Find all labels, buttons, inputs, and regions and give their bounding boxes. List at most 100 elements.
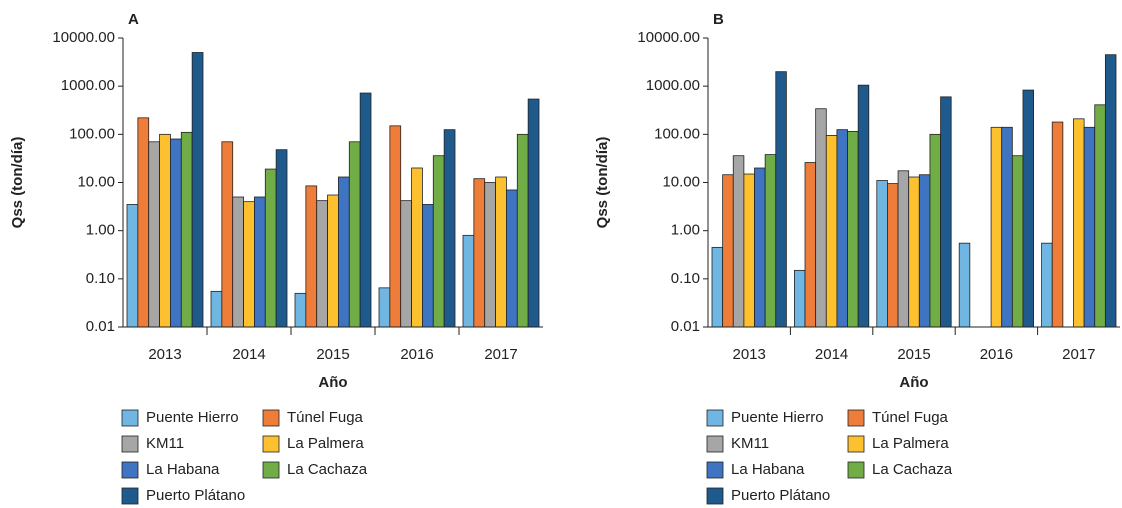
bar	[929, 133, 941, 328]
y-tick-label: 1.00	[86, 222, 115, 239]
bar	[305, 185, 318, 328]
x-tick-label: 2016	[980, 346, 1013, 363]
bar	[432, 155, 445, 328]
bar	[338, 176, 350, 328]
x-tick-label: 2015	[897, 346, 930, 363]
legend-label: KM11	[731, 435, 769, 452]
bar	[254, 196, 266, 328]
y-tick-label: 100.00	[69, 125, 115, 142]
bar	[137, 117, 150, 328]
bar	[170, 138, 182, 328]
bar	[422, 204, 434, 328]
legend-label: La Cachaza	[872, 461, 953, 478]
y-tick-label: 1.00	[671, 222, 700, 239]
bar	[1073, 118, 1085, 328]
y-tick-label: 0.01	[86, 318, 115, 335]
y-tick-label: 1000.00	[61, 77, 115, 94]
bar	[804, 162, 817, 328]
bar	[327, 194, 339, 328]
x-axis-title: Año	[318, 374, 347, 391]
bar	[908, 176, 920, 328]
bar	[316, 200, 328, 328]
bar	[264, 168, 277, 328]
bar	[918, 174, 931, 328]
x-tick-label: 2016	[400, 346, 433, 363]
bar	[990, 126, 1003, 328]
bar	[191, 52, 204, 328]
bar	[484, 182, 496, 328]
bar	[348, 141, 361, 328]
bar	[1041, 242, 1053, 328]
x-tick-label: 2013	[148, 346, 181, 363]
bar	[825, 135, 838, 328]
bar	[857, 84, 870, 328]
legend-label: KM11	[146, 435, 184, 452]
bar	[764, 154, 777, 328]
bar	[876, 180, 888, 328]
legend-label: Puente Hierro	[731, 409, 824, 426]
legend-swatch	[706, 487, 724, 505]
y-axis-title: Qss (ton/día)	[594, 137, 611, 229]
bar	[1001, 126, 1013, 328]
bar	[527, 98, 540, 328]
y-tick-label: 10000.00	[52, 29, 115, 46]
bar	[495, 176, 507, 328]
legend-swatch	[706, 461, 724, 479]
legend-label: La Cachaza	[287, 461, 368, 478]
bar	[462, 234, 475, 328]
bar	[294, 292, 307, 328]
bar	[400, 200, 412, 328]
bar	[1094, 104, 1106, 328]
x-tick-label: 2014	[815, 346, 848, 363]
legend-swatch	[262, 435, 280, 453]
panel-label: A	[128, 11, 139, 28]
y-tick-label: 1000.00	[646, 77, 700, 94]
legend-swatch	[706, 435, 724, 453]
panel-label: B	[713, 11, 724, 28]
y-tick-label: 10000.00	[637, 29, 700, 46]
legend-swatch	[121, 461, 139, 479]
bar	[1083, 126, 1096, 328]
bar	[210, 290, 223, 328]
legend-label: Puerto Plátano	[146, 487, 245, 504]
bar	[1011, 155, 1024, 328]
bar	[232, 196, 244, 328]
bar	[516, 133, 529, 328]
x-axis-title: Año	[899, 374, 928, 391]
legend-swatch	[706, 409, 724, 427]
legend-label: Puente Hierro	[146, 409, 239, 426]
y-tick-label: 0.10	[86, 270, 115, 287]
bar	[940, 96, 952, 328]
bar	[1104, 54, 1117, 328]
legend-swatch	[262, 461, 280, 479]
bar	[743, 173, 755, 328]
legend-swatch	[847, 409, 865, 427]
bar	[775, 71, 787, 328]
bar	[389, 125, 402, 328]
bar	[794, 269, 806, 328]
bar	[958, 242, 971, 328]
bar	[275, 149, 288, 328]
bar	[1051, 121, 1064, 328]
bar	[359, 92, 372, 328]
bar	[847, 131, 859, 328]
bar	[148, 141, 160, 328]
bar	[378, 287, 391, 328]
bar	[243, 201, 255, 328]
y-axis-title: Qss (ton/día)	[9, 137, 26, 229]
legend-swatch	[847, 435, 865, 453]
y-tick-label: 0.01	[671, 318, 700, 335]
bar	[732, 155, 745, 328]
bar	[506, 189, 518, 328]
bar	[815, 108, 827, 328]
legend-swatch	[121, 487, 139, 505]
bar	[443, 129, 456, 328]
x-tick-label: 2017	[1062, 346, 1095, 363]
legend-label: Puerto Plátano	[731, 487, 830, 504]
legend-label: Túnel Fuga	[287, 409, 364, 426]
legend-swatch	[262, 409, 280, 427]
bar	[897, 170, 910, 328]
legend-swatch	[121, 409, 139, 427]
